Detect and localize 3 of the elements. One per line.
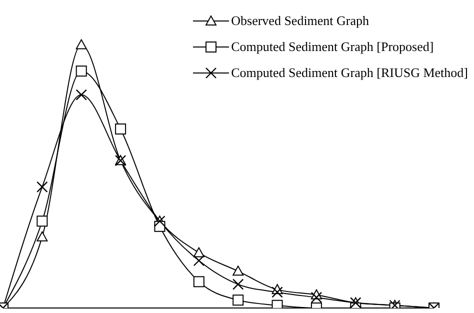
- legend-label: Observed Sediment Graph: [231, 13, 370, 29]
- legend-label: Computed Sediment Graph [Proposed]: [231, 39, 434, 55]
- legend-label: Computed Sediment Graph [RIUSG Method]: [231, 65, 468, 81]
